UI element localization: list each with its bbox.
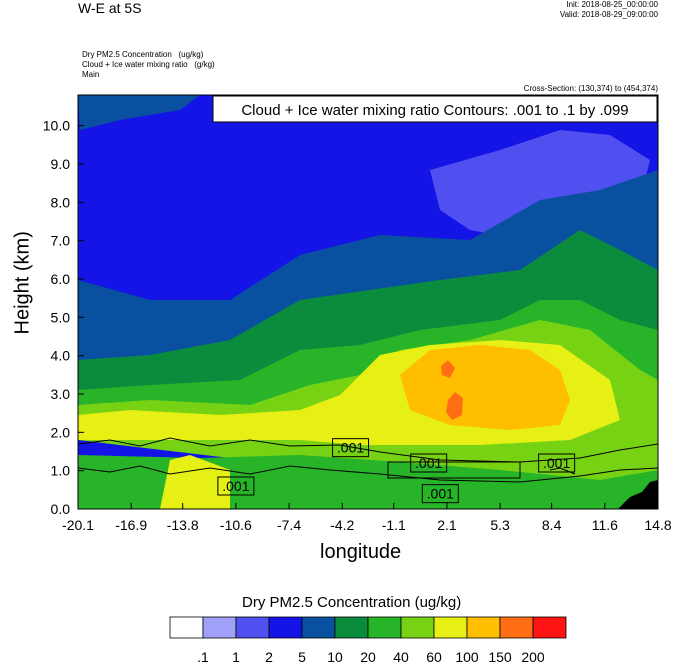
field-pm25: Dry PM2.5 Concentration (ug/kg)	[82, 50, 204, 59]
x-tick-label: 2.1	[437, 517, 457, 533]
contour-label: .001	[337, 440, 364, 456]
contour-label-box	[421, 484, 459, 504]
colorbar: .1 1 2 5 10 20 40 60 100 150 200	[169, 616, 567, 665]
colorbar-level-label: 1	[232, 649, 240, 665]
chart-title: Cloud + Ice water mixing ratio Contours:…	[241, 102, 628, 119]
x-tick-label: -10.6	[220, 517, 252, 533]
colorbar-swatch	[499, 616, 534, 639]
colorbar-swatch	[268, 616, 303, 639]
field-cloud: Cloud + Ice water mixing ratio (g/kg)	[82, 60, 215, 69]
colorbar-swatch	[466, 616, 501, 639]
chart-main-title: W-E at 5S	[78, 0, 142, 16]
x-tick-label: 8.4	[542, 517, 562, 533]
contour-label-box	[332, 438, 370, 458]
region-level-10-upper	[78, 95, 200, 130]
colorbar-swatch	[367, 616, 402, 639]
colorbar-level-label: 200	[521, 649, 545, 665]
y-tick-label: 2.0	[51, 424, 71, 440]
title-box	[212, 95, 658, 123]
contour-label-box	[217, 476, 255, 496]
contour-label: .001	[415, 455, 442, 471]
valid-time: Valid: 2018-08-29_09:00:00	[559, 10, 658, 19]
time-info: Init: 2018-08-25_00:00:00 Valid: 2018-08…	[560, 0, 658, 20]
x-tick-label: -13.8	[167, 517, 199, 533]
x-tick-label: 14.8	[644, 517, 671, 533]
colorbar-level-label: .1	[197, 649, 209, 665]
y-tick-label: 1.0	[51, 463, 71, 479]
colorbar-swatch	[235, 616, 270, 639]
colorbar-level-label: 5	[298, 649, 306, 665]
y-tick-label: 6.0	[51, 271, 71, 287]
x-tick-label: 11.6	[592, 517, 618, 533]
cloud-contours	[78, 437, 658, 483]
colorbar-swatch	[400, 616, 435, 639]
region-level-200-a	[441, 360, 455, 378]
y-tick-label: 3.0	[51, 386, 71, 402]
x-axis-title: longitude	[320, 541, 402, 563]
y-tick-label: 10.0	[43, 118, 70, 134]
y-tick-label: 5.0	[51, 309, 71, 325]
y-tick-label: 0.0	[51, 501, 71, 517]
colorbar-swatch	[301, 616, 336, 639]
colorbar-swatch	[169, 616, 204, 639]
contour-labels: .001 .001 .001 .001 .001	[217, 438, 576, 504]
contour-label-box	[538, 453, 576, 473]
x-tick-label: -4.2	[330, 517, 354, 533]
x-tick-label: -7.4	[277, 517, 301, 533]
contour-label: .001	[427, 486, 454, 502]
y-tick-label: 4.0	[51, 348, 71, 364]
y-tick-label: 9.0	[51, 156, 71, 172]
x-tick-label: 5.3	[490, 517, 510, 533]
init-time: Init: 2018-08-25_00:00:00	[566, 0, 658, 9]
x-tick-label: -20.1	[62, 517, 94, 533]
field-descriptions: Dry PM2.5 Concentration (ug/kg) Cloud + …	[82, 50, 215, 80]
x-tick-label: -16.9	[115, 517, 147, 533]
y-ticks: 0.0 1.0 2.0 3.0 4.0 5.0 6.0 7.0 8.0 9.0 10.0	[43, 118, 84, 517]
terrain-black	[618, 480, 658, 509]
region-level-200-b	[446, 392, 463, 420]
colorbar-level-label: 10	[327, 649, 343, 665]
colorbar-swatch	[334, 616, 369, 639]
colorbar-level-label: 20	[360, 649, 376, 665]
contour-label: .001	[222, 478, 249, 494]
colorbar-level-label: 2	[265, 649, 273, 665]
field-main: Main	[82, 70, 100, 79]
x-ticks: -20.1 -16.9 -13.8 -10.6 -7.4 -4.2 -1.1 2.1 5.3 8.…	[62, 503, 672, 533]
colorbar-level-label: 40	[393, 649, 409, 665]
y-tick-label: 7.0	[51, 233, 71, 249]
y-tick-label: 8.0	[51, 194, 71, 210]
colorbar-swatch	[433, 616, 468, 639]
contour-label: .001	[543, 455, 570, 471]
colorbar-swatch	[202, 616, 237, 639]
plot-frame	[77, 94, 659, 510]
cross-section-label: Cross-Section: (130,374) to (454,374)	[523, 84, 658, 93]
colorbar-level-label: 60	[426, 649, 442, 665]
x-tick-label: -1.1	[382, 517, 406, 533]
colorbar-swatch	[532, 616, 567, 639]
contour-label-box	[410, 453, 448, 473]
y-axis-title: Height (km)	[11, 231, 34, 335]
colorbar-level-label: 150	[488, 649, 512, 665]
colorbar-level-label: 100	[455, 649, 479, 665]
colorbar-title: Dry PM2.5 Concentration (ug/kg)	[242, 594, 462, 611]
